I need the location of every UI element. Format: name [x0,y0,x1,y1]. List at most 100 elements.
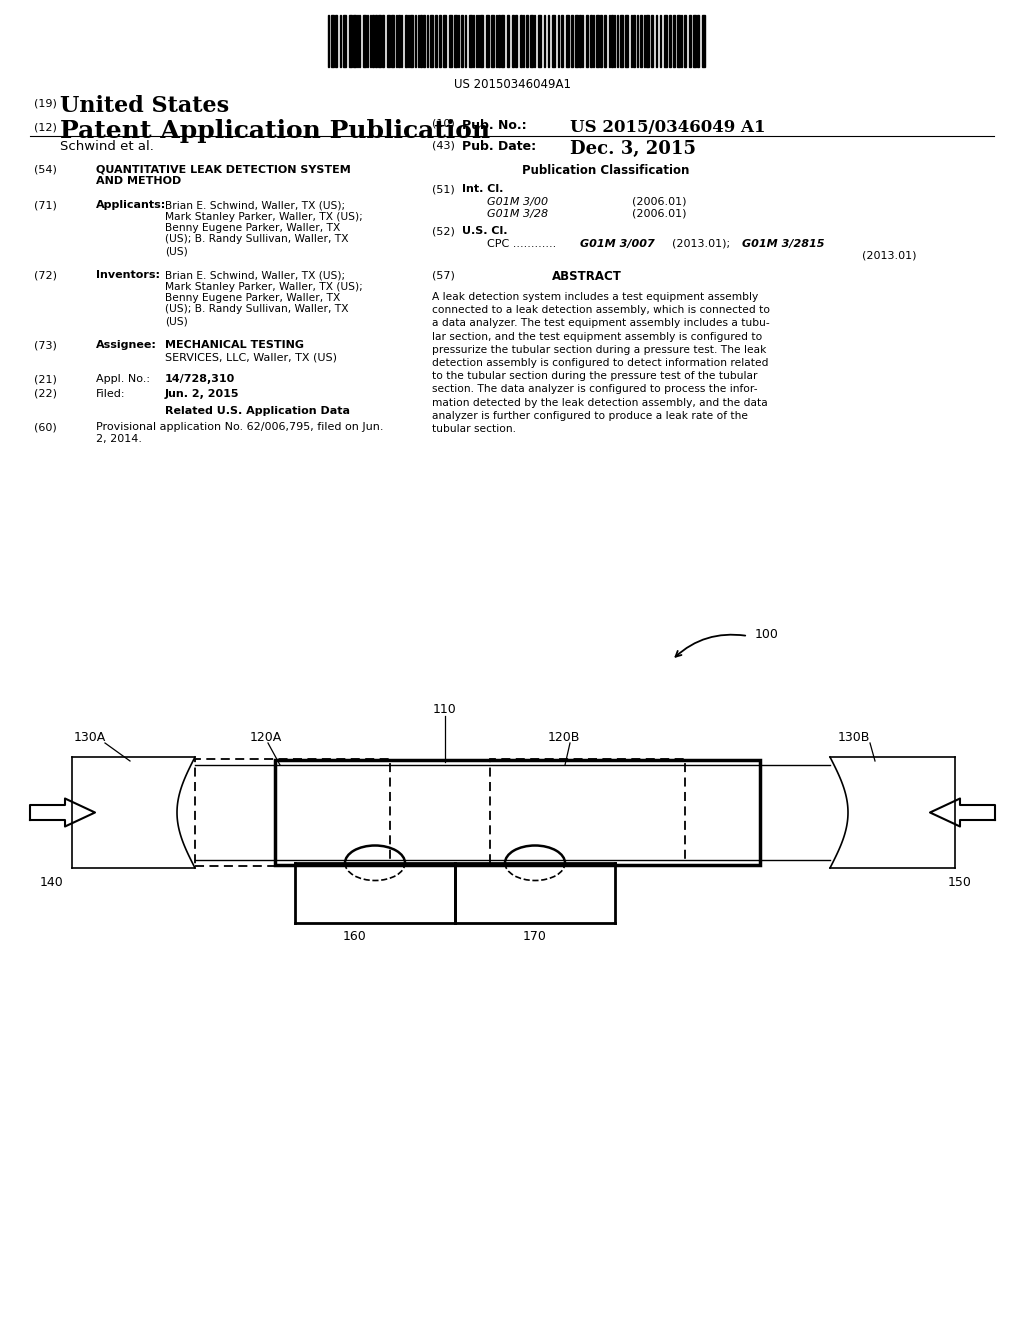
Text: Pub. No.:: Pub. No.: [462,119,526,132]
Bar [604,15,606,67]
Text: (22): (22) [34,389,57,399]
Text: 150: 150 [948,876,972,888]
Text: to the tubular section during the pressure test of the tubular: to the tubular section during the pressu… [432,371,758,381]
Bar [372,15,374,67]
Bar [552,15,555,67]
Bar [362,15,366,67]
Text: section. The data analyzer is configured to process the infor-: section. The data analyzer is configured… [432,384,758,395]
Bar [697,15,699,67]
Text: Jun. 2, 2015: Jun. 2, 2015 [165,389,240,399]
Bar [664,15,667,67]
Text: G01M 3/2815: G01M 3/2815 [742,239,824,249]
Text: (US): (US) [165,315,187,326]
Text: (73): (73) [34,341,57,350]
Bar [449,15,452,67]
Bar [423,15,425,67]
Bar [689,15,691,67]
Text: (51): (51) [432,183,455,194]
Text: Applicants:: Applicants: [96,201,166,210]
Bar [353,15,356,67]
Text: Benny Eugene Parker, Waller, TX: Benny Eugene Parker, Waller, TX [165,293,340,304]
Text: 110: 110 [433,704,457,715]
Text: MECHANICAL TESTING: MECHANICAL TESTING [165,341,304,350]
Text: ABSTRACT: ABSTRACT [552,271,622,282]
Text: (US); B. Randy Sullivan, Waller, TX: (US); B. Randy Sullivan, Waller, TX [165,305,348,314]
Bar [391,15,394,67]
Text: (72): (72) [34,271,57,280]
Text: Benny Eugene Parker, Waller, TX: Benny Eugene Parker, Waller, TX [165,223,340,234]
Bar [454,15,457,67]
Bar [561,15,563,67]
Bar [275,760,760,865]
Text: analyzer is further configured to produce a leak rate of the: analyzer is further configured to produc… [432,411,748,421]
Bar [677,15,680,67]
Text: mation detected by the leak detection assembly, and the data: mation detected by the leak detection as… [432,397,768,408]
Text: Dec. 3, 2015: Dec. 3, 2015 [570,140,696,158]
Bar [625,15,628,67]
Text: lar section, and the test equipment assembly is configured to: lar section, and the test equipment asse… [432,331,762,342]
Text: Pub. Date:: Pub. Date: [462,140,537,153]
Bar [331,15,334,67]
Text: A leak detection system includes a test equipment assembly: A leak detection system includes a test … [432,292,758,302]
Bar [669,15,671,67]
Bar [195,759,390,866]
Text: Publication Classification: Publication Classification [522,164,689,177]
Text: AND METHOD: AND METHOD [96,176,181,186]
Text: U.S. Cl.: U.S. Cl. [462,226,508,236]
Text: a data analyzer. The test equipment assembly includes a tubu-: a data analyzer. The test equipment asse… [432,318,770,329]
Bar [435,15,437,67]
Text: Appl. No.:: Appl. No.: [96,374,150,384]
Text: 2, 2014.: 2, 2014. [96,434,142,444]
Text: Filed:: Filed: [96,389,126,399]
Text: United States: United States [60,95,229,117]
Bar [490,15,494,67]
Text: connected to a leak detection assembly, which is connected to: connected to a leak detection assembly, … [432,305,770,315]
Text: (2006.01): (2006.01) [632,197,686,207]
Bar [387,15,390,67]
Text: 130B: 130B [838,731,870,744]
Text: Brian E. Schwind, Waller, TX (US);: Brian E. Schwind, Waller, TX (US); [165,201,345,210]
Text: Patent Application Publication: Patent Application Publication [60,119,490,143]
Bar [693,15,696,67]
Text: 170: 170 [523,931,547,942]
Bar [538,15,541,67]
Text: 100: 100 [755,628,779,642]
Bar [633,15,635,67]
Text: Schwind et al.: Schwind et al. [60,140,154,153]
Text: (2006.01): (2006.01) [632,209,686,219]
Bar [530,15,534,67]
Bar [490,759,685,866]
Bar [640,15,642,67]
Bar [335,15,337,67]
Text: 140: 140 [40,876,63,888]
Bar [575,15,578,67]
Text: (19): (19) [34,99,57,110]
Bar [378,15,381,67]
Bar [507,15,509,67]
Bar [349,15,352,67]
Text: (US); B. Randy Sullivan, Waller, TX: (US); B. Randy Sullivan, Waller, TX [165,235,348,244]
Bar [646,15,649,67]
Bar [596,15,599,67]
Text: pressurize the tubular section during a pressure test. The leak: pressurize the tubular section during a … [432,345,766,355]
Bar [382,15,384,67]
Bar [420,15,422,67]
Bar [651,15,653,67]
Text: 120B: 120B [548,731,581,744]
Text: (57): (57) [432,271,455,280]
Text: Provisional application No. 62/006,795, filed on Jun.: Provisional application No. 62/006,795, … [96,422,384,432]
Bar [520,15,522,67]
Text: (US): (US) [165,246,187,256]
Text: CPC ............: CPC ............ [487,239,556,249]
Text: (71): (71) [34,201,57,210]
Text: G01M 3/28: G01M 3/28 [487,209,548,219]
Bar [461,15,463,67]
Text: 14/728,310: 14/728,310 [165,374,236,384]
Bar [512,15,514,67]
Bar [566,15,569,67]
Text: (43): (43) [432,140,455,150]
Bar [410,15,413,67]
Text: (12): (12) [34,121,57,132]
Bar [439,15,441,67]
Text: Assignee:: Assignee: [96,341,157,350]
